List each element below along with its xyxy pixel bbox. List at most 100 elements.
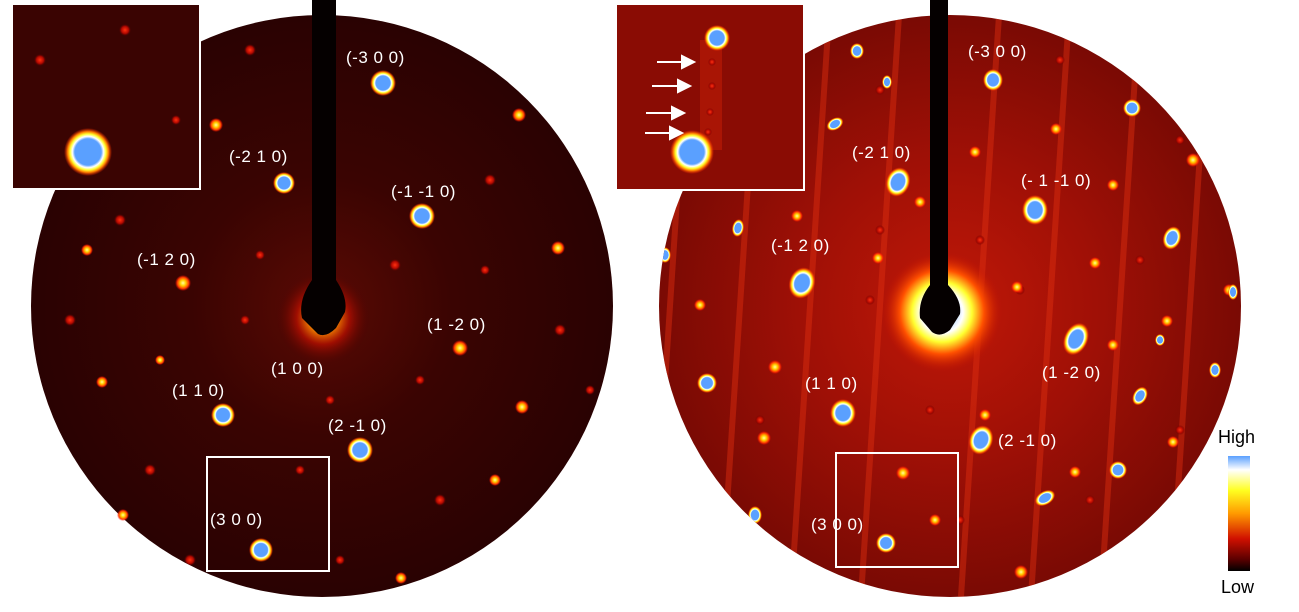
diffraction-streak bbox=[787, 15, 833, 597]
diffraction-spot bbox=[695, 465, 705, 475]
arrow-icon bbox=[652, 78, 693, 94]
left-label-300: (3 0 0) bbox=[210, 510, 263, 529]
diffraction-spot bbox=[1161, 315, 1173, 327]
diffraction-spot bbox=[1085, 495, 1095, 505]
colorbar-low-label: Low bbox=[1221, 577, 1255, 597]
diffraction-spot bbox=[395, 572, 407, 584]
diffraction-spot bbox=[875, 85, 885, 95]
diffraction-spot bbox=[875, 225, 885, 235]
diffraction-spot bbox=[452, 340, 468, 356]
left-highlight-box bbox=[206, 456, 330, 572]
diffraction-spot bbox=[1034, 489, 1056, 507]
diffraction-spot bbox=[1155, 334, 1165, 346]
diffraction-spot bbox=[979, 409, 991, 421]
diffraction-spot bbox=[850, 43, 864, 59]
diffraction-spot bbox=[872, 252, 884, 264]
diffraction-spot bbox=[434, 494, 446, 506]
colorbar-gradient bbox=[1228, 456, 1250, 571]
diffraction-spot bbox=[389, 259, 401, 271]
diffraction-spot bbox=[1123, 99, 1141, 117]
right-label-m1m10: (- 1 -1 0) bbox=[1021, 171, 1091, 190]
diffraction-spot bbox=[896, 466, 910, 480]
diffraction-spot bbox=[64, 314, 76, 326]
diffraction-spot bbox=[1228, 284, 1238, 300]
diffraction-spot bbox=[1107, 179, 1119, 191]
diffraction-spot bbox=[1109, 461, 1127, 479]
diffraction-spot bbox=[694, 299, 706, 311]
right-label-300: (3 0 0) bbox=[811, 515, 864, 534]
arrow-icon bbox=[646, 105, 687, 121]
left-label-110: (1 1 0) bbox=[172, 381, 225, 400]
diffraction-spot bbox=[454, 34, 466, 46]
diffraction-spot bbox=[515, 400, 529, 414]
left-bright-spots bbox=[81, 70, 565, 584]
diffraction-streak bbox=[857, 15, 903, 597]
diffraction-spot bbox=[748, 506, 762, 524]
diffraction-spot bbox=[1011, 281, 1023, 293]
diffraction-spot bbox=[1014, 565, 1028, 579]
diffraction-spot bbox=[1062, 322, 1090, 356]
diffraction-spot bbox=[175, 275, 191, 291]
left-spot-labels: (-3 0 0) (-2 1 0) (-1 -1 0) (-1 2 0) (1 … bbox=[137, 48, 485, 529]
left-label-100: (1 0 0) bbox=[271, 359, 324, 378]
diffraction-spot bbox=[1135, 255, 1145, 265]
diffraction-spot bbox=[144, 464, 156, 476]
diffraction-spot bbox=[551, 241, 565, 255]
right-label-m210: (-2 1 0) bbox=[852, 143, 911, 162]
diffraction-spot bbox=[1069, 466, 1081, 478]
diffraction-spot bbox=[480, 265, 490, 275]
inset-arrows bbox=[645, 54, 697, 141]
diffraction-spot bbox=[554, 324, 566, 336]
diffraction-spot bbox=[983, 69, 1003, 91]
diffraction-spot bbox=[1132, 386, 1148, 406]
diffraction-spot bbox=[914, 196, 926, 208]
diffraction-spot bbox=[955, 515, 965, 525]
diffraction-spot bbox=[409, 203, 435, 229]
diffraction-spot bbox=[1055, 55, 1065, 65]
diffraction-spot bbox=[1022, 195, 1048, 225]
diffraction-spot bbox=[788, 267, 816, 299]
diffraction-spot bbox=[1175, 135, 1185, 145]
diffraction-spot bbox=[768, 360, 782, 374]
diffraction-spot bbox=[1186, 153, 1200, 167]
diffraction-spot bbox=[969, 146, 981, 158]
diffraction-spot bbox=[1050, 123, 1062, 135]
diffraction-streak bbox=[1027, 15, 1073, 597]
diffraction-spot bbox=[244, 44, 256, 56]
left-label-m210: (-2 1 0) bbox=[229, 147, 288, 166]
right-highlight-box bbox=[835, 452, 959, 568]
diffraction-spot bbox=[755, 415, 765, 425]
diffraction-spot bbox=[929, 514, 941, 526]
right-label-110: (1 1 0) bbox=[805, 374, 858, 393]
diffraction-spot bbox=[489, 474, 501, 486]
colorbar-high-label: High bbox=[1218, 427, 1255, 447]
diffraction-spot bbox=[885, 167, 911, 197]
right-label-m300: (-3 0 0) bbox=[968, 42, 1027, 61]
left-inset bbox=[11, 3, 201, 190]
left-label-m1m10: (-1 -1 0) bbox=[391, 182, 456, 201]
arrow-icon bbox=[657, 54, 697, 70]
diffraction-spot bbox=[81, 244, 93, 256]
diffraction-spot bbox=[865, 295, 875, 305]
diffraction-spot bbox=[155, 355, 165, 365]
diffraction-spot bbox=[1162, 226, 1182, 250]
diffraction-spot bbox=[211, 403, 235, 427]
right-faint-spots bbox=[695, 55, 1185, 525]
diffraction-spot bbox=[335, 555, 345, 565]
diffraction-spot bbox=[1167, 436, 1179, 448]
diffraction-spot bbox=[240, 315, 250, 325]
left-diffraction-panel: (-3 0 0) (-2 1 0) (-1 -1 0) (-1 2 0) (1 … bbox=[11, 0, 613, 597]
diffraction-spot bbox=[925, 405, 935, 415]
diffraction-spot bbox=[731, 219, 745, 237]
right-label-m120: (-1 2 0) bbox=[771, 236, 830, 255]
diffraction-spot bbox=[184, 554, 196, 566]
diffraction-spot bbox=[255, 250, 265, 260]
diffraction-spot bbox=[659, 247, 671, 263]
right-spot-labels: (-3 0 0) (-2 1 0) (- 1 -1 0) (-1 2 0) (1… bbox=[771, 42, 1100, 534]
diffraction-spot bbox=[791, 210, 803, 222]
right-inset bbox=[615, 3, 805, 191]
left-label-m300: (-3 0 0) bbox=[346, 48, 405, 67]
diffraction-spot bbox=[249, 538, 273, 562]
diffraction-spot bbox=[826, 117, 844, 131]
